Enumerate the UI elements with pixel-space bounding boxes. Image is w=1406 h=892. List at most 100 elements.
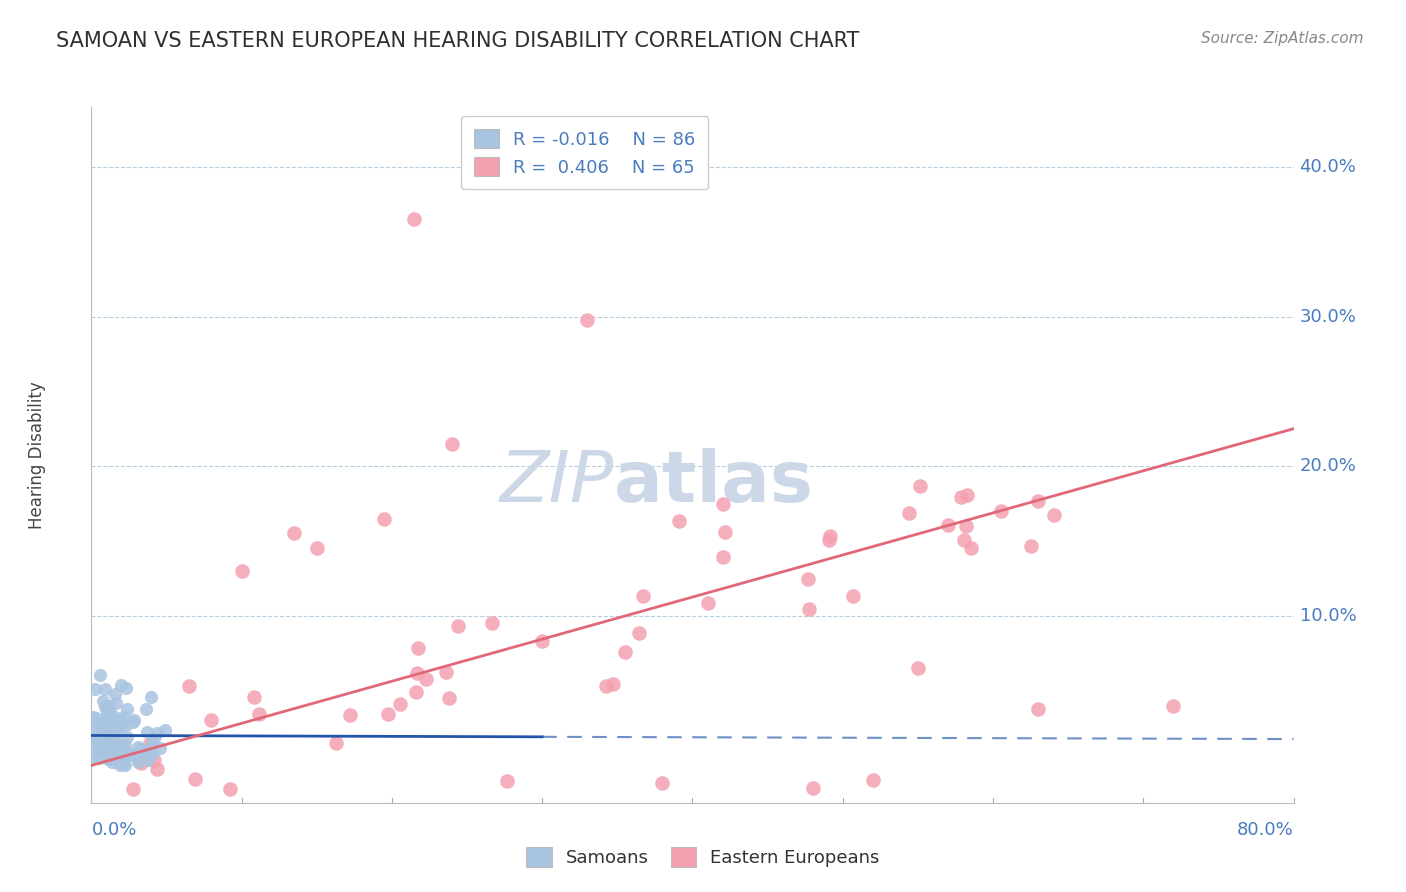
- Point: [595, 679, 617, 693]
- Text: 0.0%: 0.0%: [91, 821, 136, 838]
- Point: [339, 707, 361, 722]
- Point: [405, 685, 427, 699]
- Point: [184, 772, 207, 786]
- Point: [115, 681, 138, 696]
- Point: [141, 747, 163, 761]
- Point: [100, 736, 122, 750]
- Point: [93, 693, 115, 707]
- Point: [94, 682, 117, 697]
- Text: ZIP: ZIP: [501, 449, 614, 517]
- Point: [82, 750, 104, 764]
- Point: [908, 479, 931, 493]
- Point: [98, 715, 121, 730]
- Point: [86, 721, 108, 735]
- Point: [127, 739, 149, 754]
- Point: [129, 756, 152, 770]
- Point: [104, 739, 127, 753]
- Point: [373, 511, 395, 525]
- Text: Source: ZipAtlas.com: Source: ZipAtlas.com: [1201, 31, 1364, 46]
- Point: [153, 723, 176, 737]
- Point: [110, 713, 132, 727]
- Point: [697, 597, 720, 611]
- Point: [94, 736, 117, 750]
- Point: [101, 755, 124, 769]
- Point: [89, 667, 111, 681]
- Point: [100, 747, 122, 762]
- Point: [711, 550, 734, 565]
- Point: [82, 709, 104, 723]
- Text: Hearing Disability: Hearing Disability: [28, 381, 46, 529]
- Point: [118, 747, 141, 762]
- Point: [1042, 508, 1064, 522]
- Point: [108, 757, 131, 772]
- Point: [1026, 701, 1049, 715]
- Point: [94, 700, 117, 714]
- Point: [952, 533, 974, 547]
- Point: [668, 514, 690, 528]
- Point: [406, 640, 429, 655]
- Point: [115, 702, 138, 716]
- Point: [117, 730, 139, 744]
- Point: [98, 719, 121, 733]
- Point: [104, 687, 127, 701]
- Point: [602, 677, 624, 691]
- Point: [91, 739, 114, 753]
- Point: [938, 517, 960, 532]
- Point: [818, 533, 841, 548]
- Point: [105, 749, 128, 764]
- Point: [897, 506, 920, 520]
- Point: [135, 725, 157, 739]
- Text: atlas: atlas: [614, 449, 814, 517]
- Point: [218, 782, 240, 797]
- Point: [84, 714, 107, 728]
- Point: [129, 742, 152, 756]
- Point: [98, 738, 121, 752]
- Point: [87, 751, 110, 765]
- Point: [108, 715, 131, 730]
- Point: [1019, 539, 1042, 553]
- Point: [145, 763, 167, 777]
- Point: [98, 705, 121, 719]
- Point: [711, 497, 734, 511]
- Point: [439, 691, 461, 706]
- Point: [97, 708, 120, 723]
- Point: [94, 746, 117, 760]
- Point: [90, 720, 112, 734]
- Point: [110, 678, 132, 692]
- Point: [797, 572, 820, 586]
- Point: [96, 707, 118, 722]
- Point: [96, 715, 118, 730]
- Point: [651, 776, 673, 790]
- Point: [108, 752, 131, 766]
- Point: [115, 718, 138, 732]
- Text: 10.0%: 10.0%: [1299, 607, 1357, 624]
- Point: [440, 436, 463, 450]
- Point: [628, 626, 651, 640]
- Point: [97, 698, 120, 713]
- Text: 80.0%: 80.0%: [1237, 821, 1294, 838]
- Point: [143, 753, 166, 767]
- Point: [114, 738, 136, 752]
- Point: [136, 747, 159, 761]
- Point: [97, 731, 120, 745]
- Point: [83, 739, 105, 754]
- Point: [305, 541, 328, 556]
- Point: [111, 742, 134, 756]
- Point: [91, 744, 114, 758]
- Point: [90, 723, 112, 738]
- Point: [149, 740, 172, 755]
- Point: [112, 710, 135, 724]
- Point: [404, 212, 426, 227]
- Point: [959, 541, 981, 556]
- Point: [141, 737, 163, 751]
- Point: [405, 666, 427, 681]
- Point: [531, 634, 554, 648]
- Text: 30.0%: 30.0%: [1299, 308, 1357, 326]
- Point: [90, 718, 112, 732]
- Point: [120, 747, 142, 762]
- Point: [98, 717, 121, 731]
- Point: [127, 755, 149, 769]
- Point: [576, 312, 599, 326]
- Point: [105, 696, 128, 710]
- Point: [955, 518, 977, 533]
